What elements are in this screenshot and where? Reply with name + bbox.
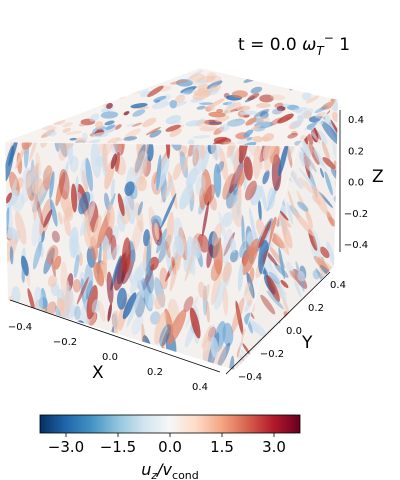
y-tick-label: −0.2 <box>260 349 284 360</box>
y-tick-label: −0.4 <box>238 372 262 383</box>
x-tick-label: 0.4 <box>192 382 208 393</box>
colorbar-tick-label: 0.0 <box>158 438 182 456</box>
z-tick-label: 0.2 <box>348 146 364 157</box>
x-axis: −0.4 −0.2 0.0 0.2 0.4 X <box>8 299 221 393</box>
z-tick-label: 0.4 <box>348 115 364 126</box>
colorbar-tick-label: −1.5 <box>100 438 136 456</box>
x-tick-label: 0.2 <box>147 367 163 378</box>
y-axis-label: Y <box>301 333 313 353</box>
x-axis-label: X <box>92 363 104 383</box>
colorbar-tick-label: 3.0 <box>262 438 286 456</box>
x-tick-label: −0.4 <box>8 322 32 333</box>
y-tick-label: 0.4 <box>330 280 346 291</box>
y-tick-label: 0.0 <box>286 326 302 337</box>
z-axis-label: Z <box>372 167 384 187</box>
z-tick-label: −0.4 <box>344 240 368 251</box>
colorbar-tick-label: −3.0 <box>48 438 84 456</box>
x-tick-label: −0.2 <box>53 337 77 348</box>
colorbar: −3.0 −1.5 0.0 1.5 3.0 uz/vcond <box>39 414 301 480</box>
plot-title: t = 0.0 ωT− 1 <box>238 31 350 58</box>
colorbar-gradient <box>39 414 301 434</box>
colorbar-tick-label: 1.5 <box>210 438 234 456</box>
z-tick-label: −0.2 <box>344 209 368 220</box>
z-axis: 0.4 0.2 0.0 −0.2 −0.4 Z <box>339 110 384 252</box>
x-tick-label: 0.0 <box>102 352 118 363</box>
y-axis: −0.4 −0.2 0.0 0.2 0.4 Y <box>225 271 346 383</box>
velocity-cube <box>4 68 339 371</box>
colorbar-label: uz/vcond <box>141 460 199 480</box>
z-tick-label: 0.0 <box>348 178 364 189</box>
y-tick-label: 0.2 <box>308 303 324 314</box>
